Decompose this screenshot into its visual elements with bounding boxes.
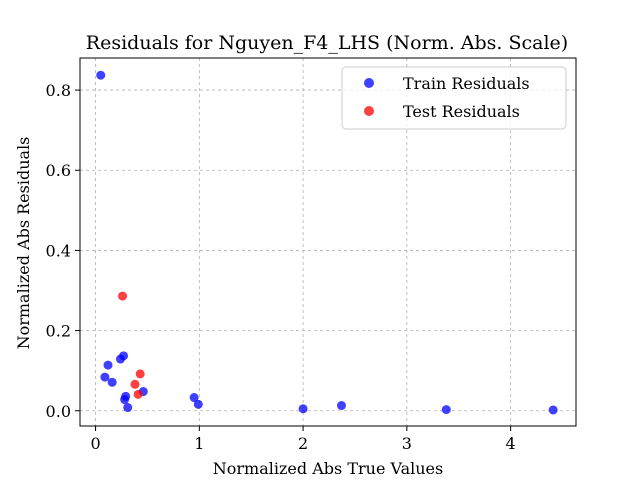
train-residual-point <box>298 404 308 414</box>
train-residual-point <box>96 70 106 80</box>
train-residual-point <box>121 391 131 401</box>
legend: Train Residuals Test Residuals <box>341 66 567 130</box>
x-tick-label: 2 <box>298 434 308 453</box>
legend-marker-test <box>364 106 374 116</box>
train-residual-point <box>336 401 346 411</box>
train-residual-point <box>548 405 558 415</box>
train-residual-point <box>107 377 117 387</box>
train-residual-point <box>119 351 129 361</box>
y-axis-label: Normalized Abs Residuals <box>14 137 33 350</box>
train-residual-point <box>441 405 451 415</box>
train-residual-point <box>123 403 133 413</box>
legend-box <box>341 66 567 130</box>
axis-ticks: 0 1 2 3 4 0.0 0.2 0.4 0.6 0.8 <box>46 81 516 453</box>
plot-area-frame <box>79 57 577 427</box>
train-residual-point <box>193 399 203 409</box>
x-tick-label: 1 <box>194 434 204 453</box>
x-tick-label: 0 <box>90 434 100 453</box>
y-tick-label: 0.8 <box>46 81 71 100</box>
legend-label-train: Train Residuals <box>403 74 530 93</box>
chart-title: Residuals for Nguyen_F4_LHS (Norm. Abs. … <box>86 32 568 54</box>
legend-label-test: Test Residuals <box>403 102 520 121</box>
y-tick-label: 0.6 <box>46 161 71 180</box>
y-tick-label: 0.0 <box>46 402 71 421</box>
x-axis-label: Normalized Abs True Values <box>213 459 443 478</box>
train-residual-point <box>103 360 113 370</box>
test-residual-point <box>118 291 128 301</box>
x-tick-label: 4 <box>506 434 516 453</box>
train-residual-point <box>100 372 110 382</box>
y-tick-label: 0.2 <box>46 322 71 341</box>
train-residual-point <box>189 393 199 403</box>
x-tick-label: 3 <box>402 434 412 453</box>
test-residual-point <box>135 369 145 379</box>
data-points <box>96 70 558 415</box>
test-residual-point <box>133 389 143 399</box>
y-tick-label: 0.4 <box>46 241 71 260</box>
test-residual-point <box>130 379 140 389</box>
legend-marker-train <box>364 78 374 88</box>
